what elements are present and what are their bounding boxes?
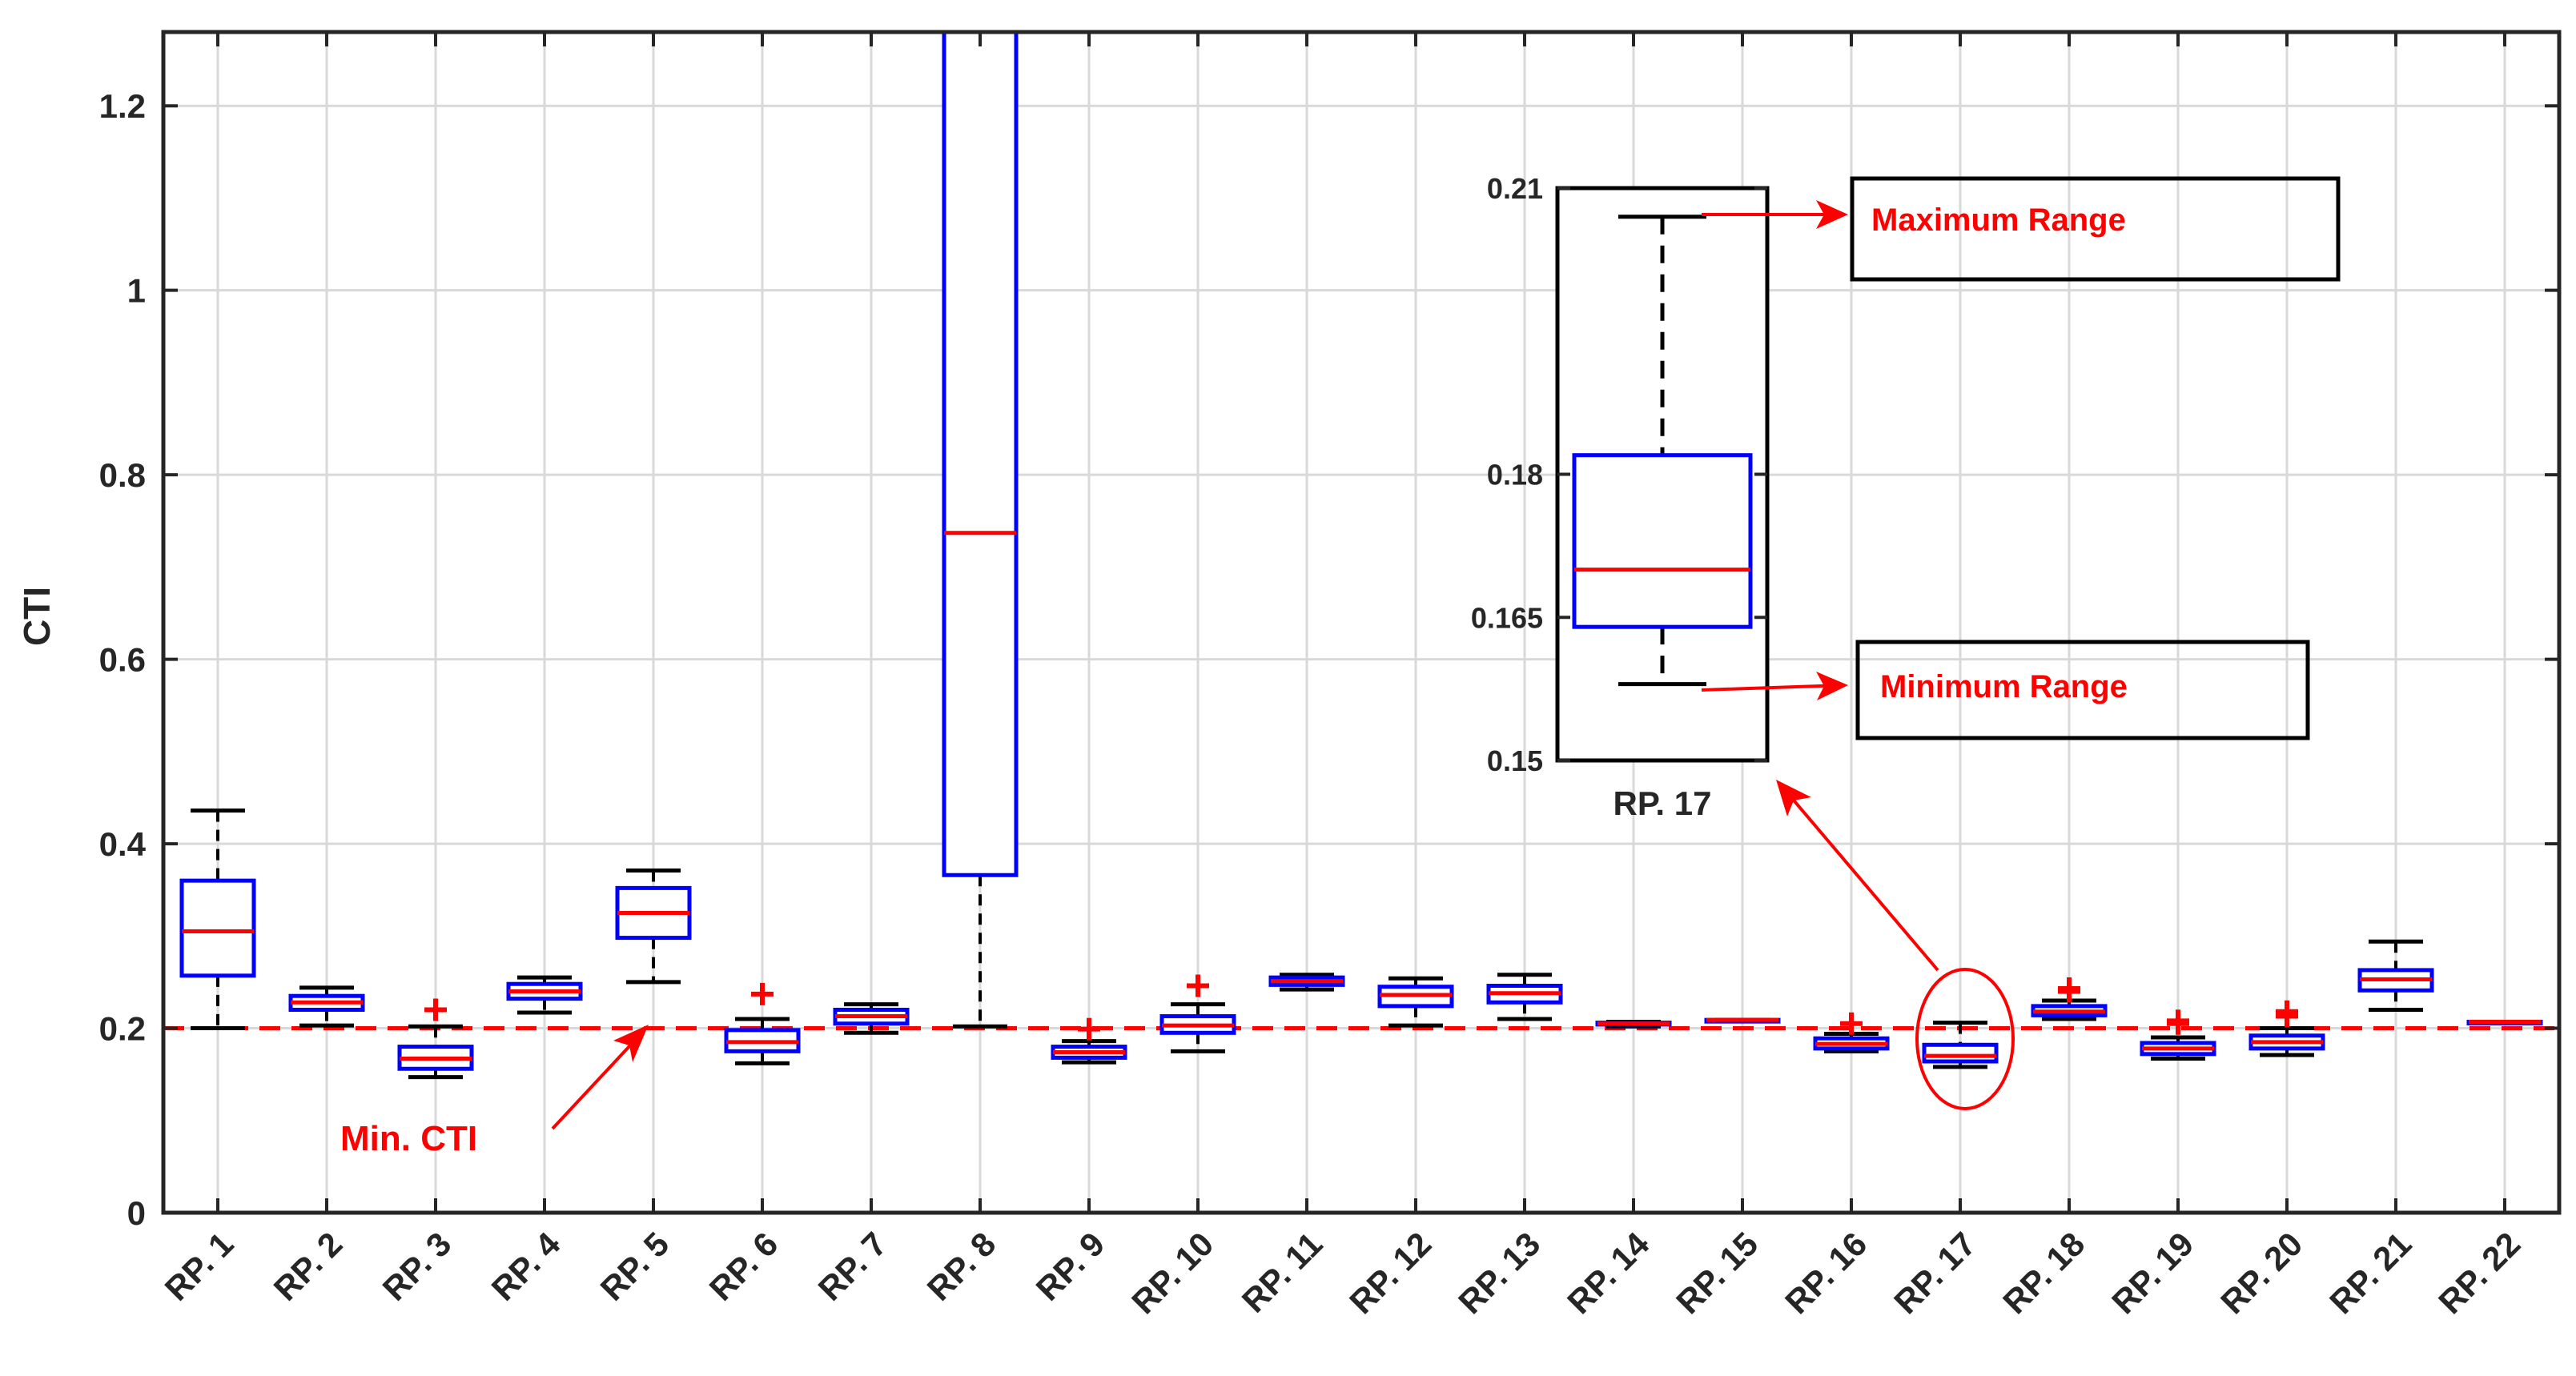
inset-pointer-arrowhead: [1776, 780, 1811, 816]
min-cti-label: Min. CTI: [340, 1119, 477, 1158]
box-9: [1051, 1017, 1127, 1065]
plot-frame: [161, 30, 2562, 1215]
max-range-arrowhead: [1816, 200, 1848, 229]
box-1: [179, 808, 256, 1031]
inset-pointer-arrow: [1784, 789, 1939, 972]
box-20: [2248, 1000, 2325, 1057]
max-range-box: [1850, 176, 2341, 282]
box-series: [179, 30, 2543, 1080]
inset-box-iqr: [1572, 453, 1753, 629]
axes: [161, 30, 2562, 1215]
y-tick-labels: 0 0.2 0.4 0.6 0.8 1 1.2: [99, 87, 147, 1232]
box-19: [2140, 1009, 2216, 1061]
box-14: [1595, 1019, 1672, 1029]
box-iqr: [179, 878, 256, 978]
min-range-label: Minimum Range: [1880, 669, 2128, 704]
min-cti-arrowhead: [613, 1025, 649, 1062]
box-18: [2031, 977, 2108, 1021]
box-12: [1377, 976, 1454, 1028]
box-4: [506, 975, 583, 1015]
box-5: [615, 868, 692, 985]
min-range-box: [1855, 640, 2310, 740]
y-tick-label: 0.4: [99, 825, 147, 863]
box-10: [1159, 974, 1236, 1053]
box-6: [724, 982, 801, 1065]
box-17: [1922, 1021, 1999, 1069]
box-iqr: [942, 30, 1019, 877]
y-tick-label: 0: [127, 1194, 146, 1232]
y-tick-label: 0.2: [99, 1010, 146, 1048]
box-3: [397, 998, 474, 1080]
min-cti-arrow: [551, 1033, 642, 1130]
box-8: [942, 30, 1019, 1029]
box-21: [2357, 939, 2434, 1012]
box-iqr: [1922, 1042, 1999, 1064]
box-13: [1486, 973, 1563, 1021]
box-16: [1813, 1012, 1890, 1053]
inset-y-tick-label: 0.15: [1487, 744, 1543, 777]
box-2: [288, 985, 365, 1028]
inset-x-label: RP. 17: [1614, 784, 1712, 822]
box-7: [833, 1002, 910, 1035]
rp17-zoom-inset: 0.15 0.165 0.18 0.21 RP. 17: [1471, 172, 1770, 822]
inset-y-tick-label: 0.18: [1487, 459, 1543, 491]
box-11: [1268, 973, 1345, 992]
y-tick-label: 0.8: [99, 456, 146, 494]
max-range-label: Maximum Range: [1871, 203, 2126, 238]
box-15: [1704, 1017, 1781, 1024]
y-tick-label: 0.6: [99, 641, 146, 679]
min-range-arrowhead: [1816, 672, 1848, 700]
min-range-arrow: [1701, 684, 1843, 692]
annotations: Maximum Range Minimum Range Min. CTI: [340, 176, 2341, 1158]
y-tick-label: 1: [127, 272, 146, 310]
rp17-highlight-ellipse: [1915, 968, 2015, 1110]
y-tick-label: 1.2: [99, 87, 146, 125]
inset-y-tick-label: 0.21: [1487, 172, 1543, 205]
y-axis-label: CTI: [16, 587, 58, 646]
inset-y-tick-label: 0.165: [1471, 601, 1543, 634]
box-22: [2466, 1019, 2543, 1025]
